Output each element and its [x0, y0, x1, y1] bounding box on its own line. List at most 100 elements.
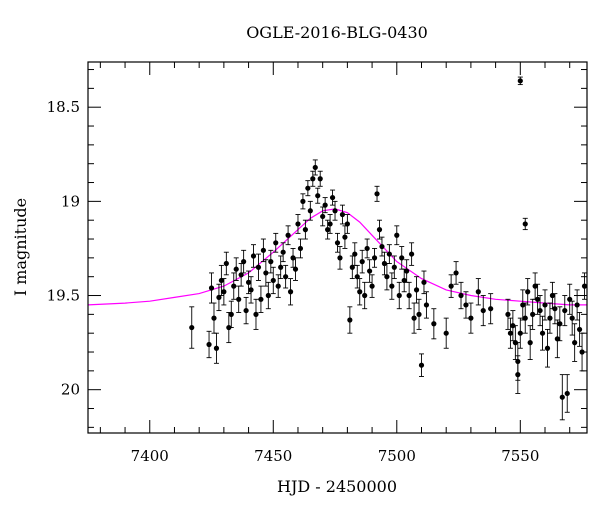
data-point: [268, 259, 274, 265]
data-point: [416, 311, 422, 317]
data-point: [581, 283, 587, 289]
data-point: [275, 283, 281, 289]
data-point: [522, 315, 528, 321]
data-point: [401, 277, 407, 284]
y-tick-labels: 18.5 19 19.5 20: [47, 98, 80, 398]
data-point: [379, 243, 385, 250]
y-tick-label: 19: [61, 192, 80, 210]
data-point: [339, 211, 346, 218]
data-point: [334, 240, 341, 246]
data-point: [391, 264, 397, 270]
data-point: [418, 362, 425, 368]
data-point: [347, 317, 353, 323]
data-point: [322, 202, 328, 208]
x-tick-label: 7550: [501, 447, 539, 465]
y-tick-label: 19.5: [47, 287, 80, 305]
data-point: [231, 283, 237, 289]
data-point: [315, 193, 321, 199]
data-point: [344, 221, 350, 227]
data-point: [567, 296, 573, 302]
y-axis-label: I magnitude: [11, 198, 30, 296]
data-point: [396, 292, 402, 299]
data-point: [287, 289, 294, 295]
data-point: [367, 268, 373, 274]
data-point: [576, 326, 583, 333]
data-point: [549, 292, 556, 299]
data-point: [206, 341, 212, 348]
data-point: [552, 306, 558, 312]
data-point: [250, 253, 257, 259]
data-point: [325, 227, 331, 233]
data-point: [409, 251, 415, 257]
data-point: [329, 194, 336, 201]
data-point: [352, 251, 358, 257]
data-point: [376, 227, 383, 233]
data-point: [270, 277, 276, 284]
data-point: [354, 274, 360, 280]
data-point: [278, 264, 284, 270]
data-point: [236, 296, 242, 302]
data-point: [364, 245, 370, 252]
data-point: [386, 251, 392, 257]
data-point: [327, 221, 333, 227]
data-point: [317, 176, 323, 182]
data-point: [544, 345, 551, 351]
data-point: [399, 255, 405, 261]
data-point: [297, 245, 304, 252]
data-point: [292, 266, 299, 272]
data-point: [569, 315, 575, 321]
data-point: [241, 259, 247, 265]
data-point: [542, 302, 548, 308]
x-axis-label: HJD - 2450000: [277, 477, 397, 496]
data-point: [468, 315, 474, 321]
data-point: [362, 292, 368, 299]
data-point: [517, 78, 523, 84]
data-point: [574, 302, 580, 308]
x-tick-label: 7500: [378, 447, 416, 465]
data-point: [394, 232, 400, 238]
data-point: [515, 372, 521, 378]
data-point: [572, 340, 578, 346]
data-point: [265, 292, 271, 299]
data-point: [463, 302, 469, 308]
data-point: [534, 296, 541, 302]
model-curve: [88, 208, 587, 306]
data-point: [448, 283, 454, 289]
data-point: [223, 260, 229, 267]
data-point: [320, 213, 326, 220]
data-point: [384, 274, 390, 280]
data-point: [273, 240, 279, 246]
data-point: [406, 292, 412, 299]
data-point: [453, 270, 459, 276]
data-point: [295, 221, 301, 227]
data-point: [305, 185, 311, 191]
data-point: [312, 164, 318, 171]
data-point: [208, 285, 215, 291]
data-point: [411, 315, 417, 321]
data-point: [285, 232, 291, 238]
x-tick-label: 7450: [254, 447, 292, 465]
data-point: [233, 266, 239, 272]
data-point: [218, 277, 224, 284]
data-point: [413, 287, 420, 293]
data-point: [554, 336, 560, 342]
data-point: [337, 255, 343, 261]
data-point: [260, 247, 266, 253]
data-point: [480, 307, 486, 314]
data-point: [507, 330, 514, 336]
data-point: [557, 321, 563, 327]
data-point: [530, 311, 536, 317]
data-point: [369, 283, 375, 289]
axes: [88, 62, 587, 433]
data-point: [520, 302, 526, 308]
data-point: [253, 311, 259, 317]
data-point: [189, 324, 195, 331]
data-point: [562, 307, 568, 314]
data-point: [421, 279, 427, 285]
data-point: [248, 287, 254, 293]
data-point: [245, 279, 252, 285]
data-point: [539, 330, 546, 336]
data-point: [443, 330, 449, 336]
data-point: [357, 289, 363, 295]
